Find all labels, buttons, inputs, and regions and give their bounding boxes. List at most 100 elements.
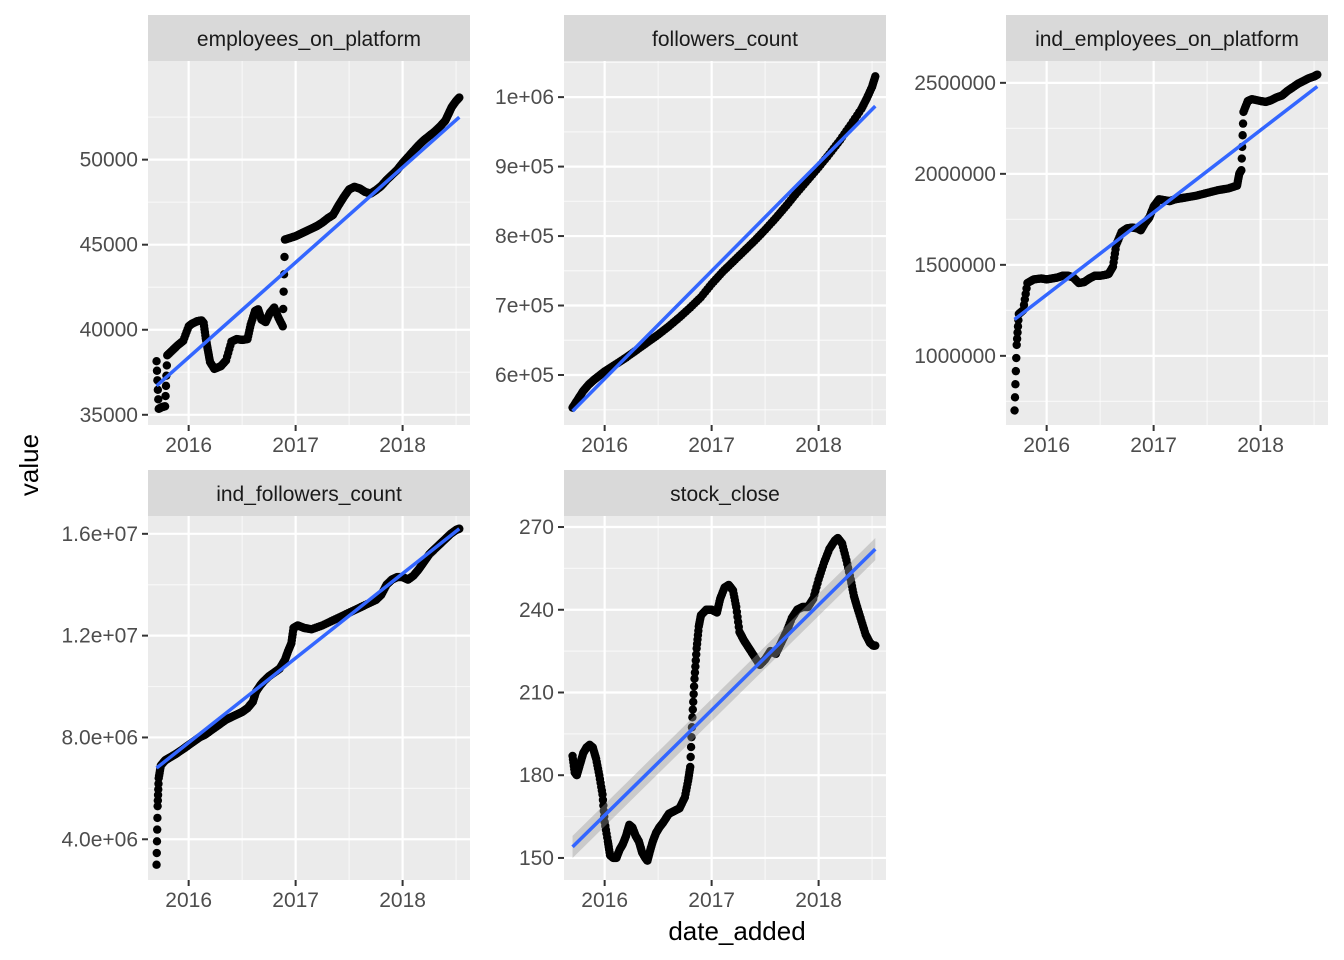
data-point — [161, 391, 170, 401]
data-point — [152, 848, 161, 858]
data-point — [871, 72, 880, 81]
y-tick-label: 1000000 — [914, 345, 996, 368]
y-tick-label: 45000 — [80, 234, 138, 257]
facet-panel: 2016 2017 2018 35000 40000 45000 50000 employee… — [80, 15, 470, 457]
data-point — [1237, 166, 1246, 175]
data-point — [1011, 366, 1021, 376]
data-points — [568, 533, 880, 865]
x-tick-label: 2018 — [379, 434, 426, 457]
strip-label: ind_employees_on_platform — [1035, 28, 1299, 51]
data-point — [688, 713, 697, 722]
data-point — [152, 366, 162, 375]
x-tick-label: 2017 — [688, 889, 735, 912]
x-tick-label: 2017 — [272, 889, 319, 912]
y-tick-label: 1.6e+07 — [62, 523, 139, 546]
data-point — [692, 650, 701, 659]
x-axis-title: date_added — [668, 916, 805, 946]
data-point — [152, 357, 161, 366]
x-tick-label: 2016 — [581, 434, 628, 457]
y-tick-label: 6e+05 — [495, 364, 554, 387]
strip-label: stock_close — [670, 483, 780, 506]
data-point — [1012, 353, 1021, 363]
data-point — [686, 762, 695, 772]
data-point — [153, 825, 162, 834]
data-point — [690, 668, 700, 677]
data-point — [1013, 322, 1023, 331]
panel-background — [148, 61, 470, 425]
data-point — [871, 641, 880, 650]
data-point — [153, 813, 162, 823]
x-tick-label: 2016 — [1023, 434, 1070, 457]
y-tick-label: 4.0e+06 — [62, 828, 139, 851]
y-tick-label: 1500000 — [914, 254, 996, 277]
data-point — [691, 662, 700, 671]
strip-label: ind_followers_count — [216, 483, 402, 506]
data-point — [691, 656, 700, 665]
data-point — [689, 697, 698, 707]
data-point — [1012, 334, 1022, 343]
data-point — [279, 304, 288, 314]
data-point — [279, 287, 288, 296]
strip-background — [564, 15, 886, 61]
data-point — [687, 732, 696, 742]
x-tick-label: 2018 — [795, 434, 842, 457]
trend-line — [155, 527, 461, 770]
y-tick-label: 2000000 — [914, 163, 996, 186]
data-point — [153, 385, 163, 394]
trend-line — [571, 104, 877, 413]
strip-label: followers_count — [652, 28, 798, 51]
y-tick-label: 8.0e+06 — [62, 726, 139, 749]
data-point — [1237, 154, 1246, 163]
data-points — [152, 93, 464, 414]
data-point — [686, 742, 696, 752]
data-point — [689, 689, 698, 699]
trend-line — [571, 547, 877, 849]
y-tick-label: 210 — [519, 681, 554, 704]
x-tick-label: 2016 — [581, 889, 628, 912]
y-tick-label: 8e+05 — [495, 225, 554, 248]
y-axis-title: value — [14, 434, 44, 496]
data-point — [455, 93, 464, 102]
trend-line — [155, 115, 461, 388]
data-point — [1011, 380, 1020, 389]
data-point — [689, 682, 699, 691]
y-tick-label: 7e+05 — [495, 295, 554, 318]
data-point — [278, 322, 287, 331]
y-tick-label: 150 — [519, 847, 554, 870]
data-point — [152, 860, 161, 869]
facet-panel: 2016 2017 2018 6e+05 7e+05 8e+05 9e+05 1e+06 fol… — [495, 15, 886, 457]
strip-background — [148, 470, 470, 516]
x-tick-label: 2017 — [272, 434, 319, 457]
facet-panel: 2016 2017 2018 1000000 1500000 2000000 2500000… — [914, 15, 1328, 457]
x-tick-label: 2016 — [165, 889, 212, 912]
data-point — [160, 402, 170, 411]
y-tick-label: 270 — [519, 516, 554, 539]
data-point — [1313, 70, 1322, 79]
data-point — [152, 837, 162, 846]
x-tick-label: 2018 — [795, 889, 842, 912]
y-tick-label: 180 — [519, 764, 554, 787]
y-tick-label: 1.2e+07 — [62, 625, 139, 648]
data-point — [154, 395, 163, 404]
y-tick-label: 2500000 — [914, 72, 996, 95]
data-point — [1238, 131, 1247, 140]
facet-panel: 2016 2017 2018 150 180 210 240 270 stock_close — [519, 470, 886, 912]
data-point — [1010, 406, 1019, 415]
x-tick-label: 2016 — [165, 434, 212, 457]
data-point — [686, 752, 695, 762]
trend-line — [1013, 85, 1319, 321]
x-tick-label: 2017 — [688, 434, 735, 457]
x-tick-label: 2017 — [1130, 434, 1177, 457]
y-tick-label: 50000 — [80, 149, 138, 172]
strip-background — [1006, 15, 1328, 61]
data-point — [1238, 119, 1248, 128]
facet-panel: 2016 2017 2018 4.0e+06 8.0e+06 1.2e+07 1.6e+07… — [62, 470, 470, 912]
strip-label: employees_on_platform — [197, 28, 421, 51]
data-point — [1013, 328, 1022, 337]
facet-panels: 2016 2017 2018 35000 40000 45000 50000 employee… — [62, 15, 1328, 912]
data-point — [1012, 340, 1021, 350]
strip-background — [564, 470, 886, 516]
y-tick-label: 9e+05 — [495, 156, 554, 179]
x-tick-label: 2018 — [1237, 434, 1284, 457]
